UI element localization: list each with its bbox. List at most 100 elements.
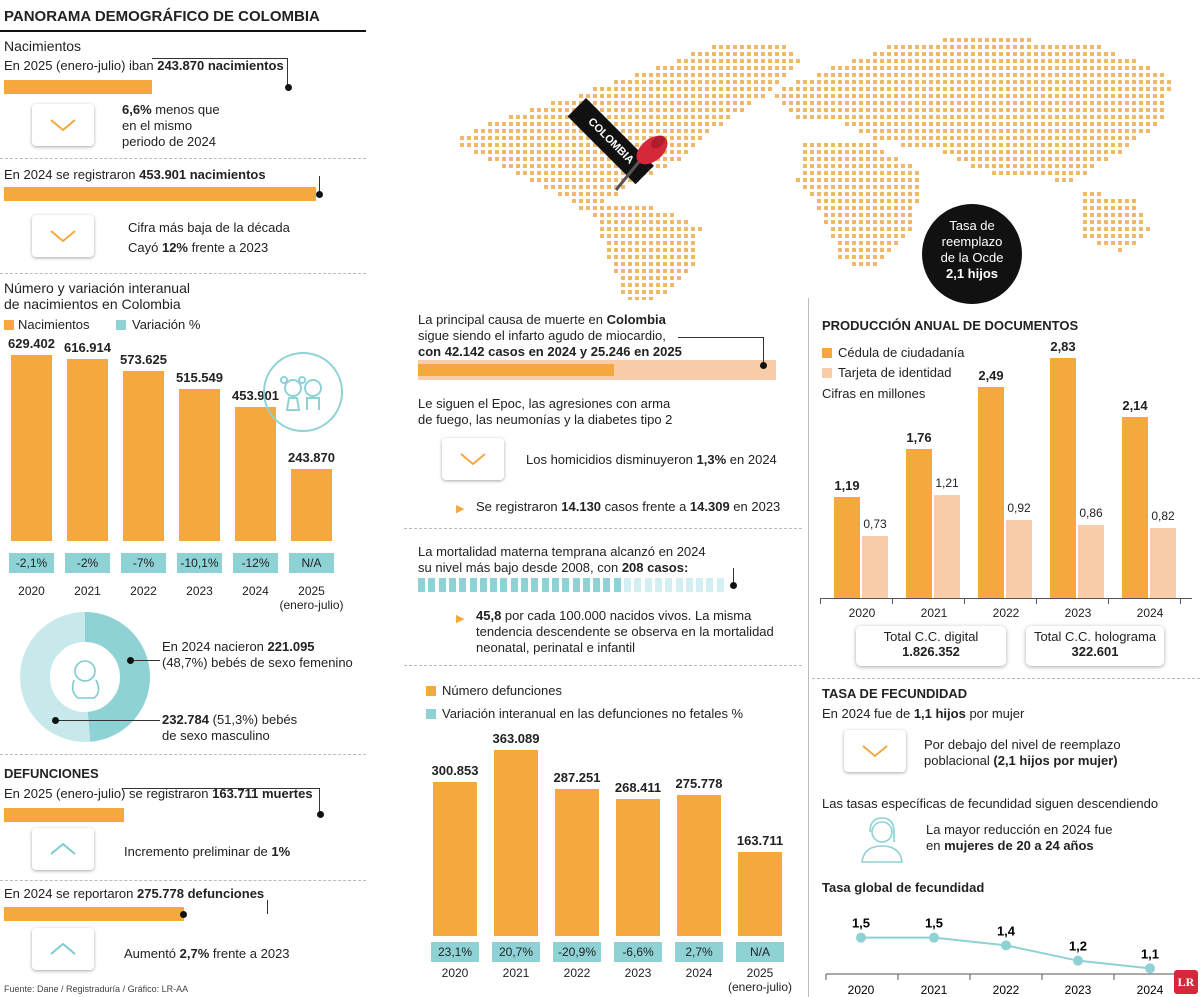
cause-callout: [678, 337, 764, 367]
births-2024-callout: [264, 176, 320, 194]
divider: [404, 528, 802, 529]
maternal-cell: [459, 578, 467, 592]
legend-swatch-deaths: [426, 686, 436, 696]
birth-variation-label: -12%: [233, 553, 278, 573]
maternal-cell: [562, 578, 570, 592]
maternal-cell: [696, 578, 704, 592]
maternal-cell: [418, 578, 425, 592]
maternal-cell: [593, 578, 601, 592]
births-2025-callout: [152, 58, 288, 86]
fertility-year-label: 2020: [848, 983, 875, 997]
legend-swatch-cc: [822, 348, 832, 358]
death-value-label: 363.089: [492, 731, 540, 746]
births-chart-title: Número y variación interanual de nacimie…: [4, 280, 190, 312]
title-rule: [0, 30, 366, 32]
decrease-button[interactable]: [442, 438, 504, 480]
doc-year-label: 2023: [1064, 606, 1092, 620]
maternal-cell: [624, 578, 631, 592]
maternal-cell: [675, 578, 683, 592]
below-replacement-note: Por debajo del nivel de reemplazo poblac…: [924, 737, 1121, 768]
rate-note: 45,8 por cada 100.000 nacidos vivos. La …: [476, 608, 774, 655]
doc-year-label: 2020: [848, 606, 876, 620]
arrow-right-icon: ▶: [456, 503, 465, 515]
death-bar: [677, 794, 721, 936]
cc-value-label: 2,49: [978, 367, 1004, 383]
death-variation-label: 23,1%: [431, 942, 479, 962]
maternal-cell: [654, 578, 662, 592]
ti-bar: [1078, 525, 1104, 598]
doc-year-label: 2022: [992, 606, 1020, 620]
decrease-button[interactable]: [32, 104, 94, 146]
divider: [0, 158, 366, 159]
tick: [1036, 598, 1037, 604]
column-divider: [808, 298, 809, 997]
fertility-point: [1073, 955, 1083, 966]
death-year-label: 2023: [624, 966, 652, 980]
maternal-cell: [521, 578, 528, 592]
maternal-cell: [716, 578, 724, 592]
year-suffix: (enero-julio): [279, 598, 344, 612]
tick: [892, 598, 893, 604]
fertility-line-chart: 1,5 2020 1,5 2021 1,4 2022 1,2 2023 1,1 2024: [825, 916, 1188, 997]
maternal-cell: [541, 578, 549, 592]
baseline: [820, 598, 1192, 599]
birth-variation-label: -2,1%: [9, 553, 54, 573]
callout-line: [56, 720, 160, 721]
divider: [0, 880, 366, 881]
homicides-note: Los homicidios disminuyeron 1,3% en 2024: [526, 452, 777, 467]
birth-bar: [67, 358, 108, 541]
tick: [1108, 598, 1109, 604]
lr-logo: LR: [1174, 970, 1198, 994]
maternal-cell: [448, 578, 456, 592]
births-2025-line: En 2025 (enero-julio) iban 243.870 nacim…: [4, 58, 284, 73]
legend-swatch-variation: [116, 320, 126, 330]
increase-button[interactable]: [32, 828, 94, 870]
tick: [1180, 598, 1181, 604]
cc-bar: [906, 448, 932, 598]
fertility-value-label: 1,5: [852, 916, 870, 931]
decrease-button[interactable]: [844, 730, 906, 772]
ti-bar: [862, 536, 888, 598]
legend-births: Nacimientos: [18, 317, 90, 332]
deaths-heading: DEFUNCIONES: [4, 766, 99, 781]
cc-value-label: 1,76: [906, 429, 932, 445]
decrease-button[interactable]: [32, 215, 94, 257]
chevron-down-icon: [50, 119, 76, 132]
chevron-down-icon: [862, 745, 888, 758]
death-bar: [555, 788, 599, 936]
maternal-cell: [644, 578, 652, 592]
ti-value-label: 1,21: [935, 476, 959, 491]
maternal-cell: [479, 578, 487, 592]
callout-dot: [730, 582, 737, 589]
births-chart: 629.402 -2,1% 2020 616.914 -2% 2021 573.625 -7%…: [0, 330, 366, 620]
gender-donut: [20, 612, 150, 742]
world-map: [460, 38, 1171, 300]
death-year-label: 2021: [502, 966, 530, 980]
male-note: 232.784 (51,3%) bebés de sexo masculino: [162, 712, 298, 743]
legend-variation: Variación %: [132, 317, 201, 332]
birth-value-label: 616.914: [64, 339, 111, 355]
callout-dot: [127, 657, 134, 664]
death-variation-label: -20,9%: [553, 942, 601, 962]
fertility-point: [1145, 963, 1155, 974]
maternal-cell: [500, 578, 508, 592]
legend-deaths: Número defunciones: [442, 683, 562, 698]
death-value-label: 163.711: [736, 833, 784, 849]
deaths-chart: 300.853 23,1% 2020 363.089 20,7% 2021 287.251 -…: [404, 730, 804, 995]
cc-value-label: 2,14: [1122, 397, 1148, 413]
fertility-year-label: 2022: [993, 983, 1020, 997]
birth-bar: [291, 468, 332, 541]
birth-value-label: 515.549: [176, 369, 223, 385]
death-variation-label: -6,6%: [614, 942, 662, 962]
callout-dot: [180, 911, 187, 918]
births-heading: Nacimientos: [4, 38, 82, 54]
total-digital-box: Total C.C. digital 1.826.352: [856, 626, 1006, 666]
birth-year-label: 2024: [242, 584, 269, 598]
female-note: En 2024 nacieron 221.095 (48,7%) bebés d…: [162, 639, 353, 670]
fertility-value-label: 1,2: [1069, 939, 1087, 954]
maternal-cell: [510, 578, 518, 592]
death-value-label: 275.778: [675, 775, 723, 791]
maternal-cell: [572, 578, 580, 592]
ti-bar: [1150, 528, 1176, 598]
increase-button[interactable]: [32, 928, 94, 970]
